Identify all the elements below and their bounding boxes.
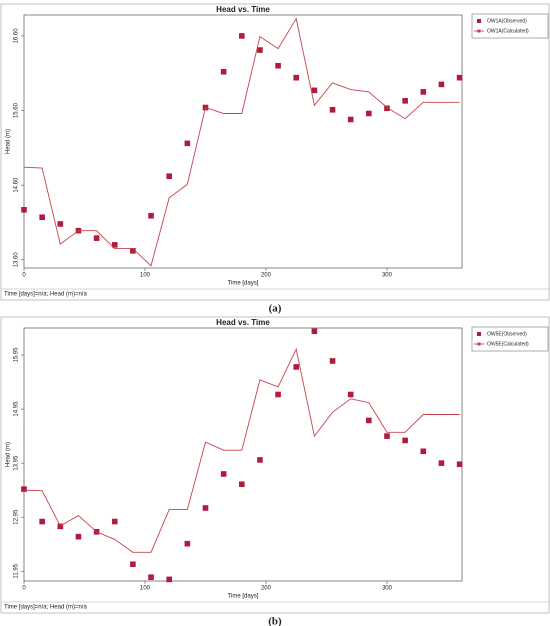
legend-marker: [477, 29, 481, 33]
observed-point: [111, 518, 118, 525]
observed-point: [220, 68, 227, 75]
chart-title: Head vs. Time: [216, 318, 270, 327]
observed-point: [57, 221, 64, 227]
x-axis-label: Time [days]: [228, 594, 259, 600]
calculated-line: [23, 17, 460, 267]
legend-box: [471, 13, 549, 39]
status-bar: Time [days]=n/a; Head (m)=n/a: [4, 292, 87, 298]
caption: (a): [269, 303, 282, 315]
legend-label: OW1A(Observed): [487, 18, 527, 24]
panel-border: [0, 3, 550, 301]
legend-marker: [477, 342, 481, 346]
x-tick-label: 300: [382, 273, 393, 279]
observed-point: [293, 364, 300, 370]
observed-point: [166, 173, 172, 180]
observed-point: [21, 486, 27, 492]
legend-label: OW5E(Observed): [487, 331, 527, 337]
x-tick-label: 200: [261, 273, 272, 279]
y-tick-label: 13.60: [14, 252, 20, 268]
legend-label: OW1A(Calculated): [487, 28, 529, 34]
observed-point: [293, 74, 300, 81]
y-tick-label: 14.95: [14, 401, 20, 417]
observed-point: [438, 460, 445, 466]
observed-point: [75, 533, 82, 540]
x-axis-label: Time [days]: [228, 281, 259, 287]
observed-point: [166, 576, 172, 583]
observed-point: [148, 212, 154, 219]
observed-point: [275, 391, 281, 398]
plot-area: [23, 327, 463, 582]
status-bar: Time [days]=n/a; Head (m)=n/a: [4, 605, 87, 611]
observed-point: [384, 433, 390, 439]
observed-point: [257, 47, 263, 53]
x-tick-label: 200: [261, 586, 272, 592]
observed-point: [366, 417, 372, 424]
observed-point: [39, 518, 45, 525]
observed-point: [238, 481, 245, 488]
chart-panel: Head vs. Time 0 100 200 300 11.95 12.95 13.95 14…: [0, 316, 550, 626]
observed-point: [456, 74, 463, 81]
observed-point: [329, 106, 336, 113]
observed-point: [420, 89, 427, 95]
y-tick-label: 15.60: [14, 102, 20, 118]
observed-point: [456, 461, 463, 468]
observed-point: [420, 448, 427, 455]
y-tick-label: 13.95: [14, 455, 20, 471]
caption: (b): [268, 616, 282, 626]
y-tick-label: 16.60: [14, 28, 20, 44]
observed-point: [311, 328, 318, 335]
observed-point: [130, 248, 136, 254]
legend-label: OW5E(Calculated): [487, 341, 529, 347]
observed-point: [257, 457, 263, 463]
x-tick-label: 0: [22, 273, 26, 279]
y-tick-label: 14.60: [14, 177, 20, 193]
y-tick-label: 15.95: [14, 347, 20, 363]
observed-point: [148, 574, 154, 581]
chart-title: Head vs. Time: [216, 5, 270, 14]
x-tick-label: 100: [140, 273, 151, 279]
observed-point: [111, 242, 118, 248]
x-tick-label: 100: [140, 586, 151, 592]
observed-point: [238, 33, 245, 39]
x-tick-label: 0: [22, 586, 26, 592]
y-axis-label: Head (m): [6, 442, 12, 467]
observed-point: [93, 235, 100, 241]
observed-point: [366, 110, 372, 117]
y-tick-label: 11.95: [14, 563, 20, 578]
y-axis-label: Head (m): [6, 129, 12, 154]
legend-box: [471, 326, 549, 352]
observed-point: [347, 391, 354, 398]
observed-point: [402, 437, 408, 444]
plot-area: [23, 14, 463, 269]
legend-marker: [477, 332, 481, 336]
observed-point: [311, 87, 318, 94]
observed-point: [384, 105, 390, 112]
observed-point: [21, 206, 27, 213]
observed-point: [220, 471, 227, 477]
observed-point: [438, 81, 445, 88]
observed-point: [402, 98, 408, 104]
observed-point: [347, 116, 354, 123]
observed-point: [39, 214, 45, 221]
legend-marker: [477, 19, 481, 23]
observed-point: [329, 358, 336, 364]
observed-point: [184, 140, 191, 147]
chart-panel: Head vs. Time 0 100 200 300 13.60 14.60 15.60 16…: [0, 3, 550, 315]
observed-point: [202, 505, 209, 511]
calculated-line: [23, 347, 460, 553]
observed-point: [130, 561, 136, 568]
observed-point: [184, 540, 191, 547]
panel-border: [0, 316, 550, 614]
observed-point: [275, 62, 281, 69]
x-tick-label: 300: [382, 586, 393, 592]
y-tick-label: 12.95: [14, 509, 20, 525]
